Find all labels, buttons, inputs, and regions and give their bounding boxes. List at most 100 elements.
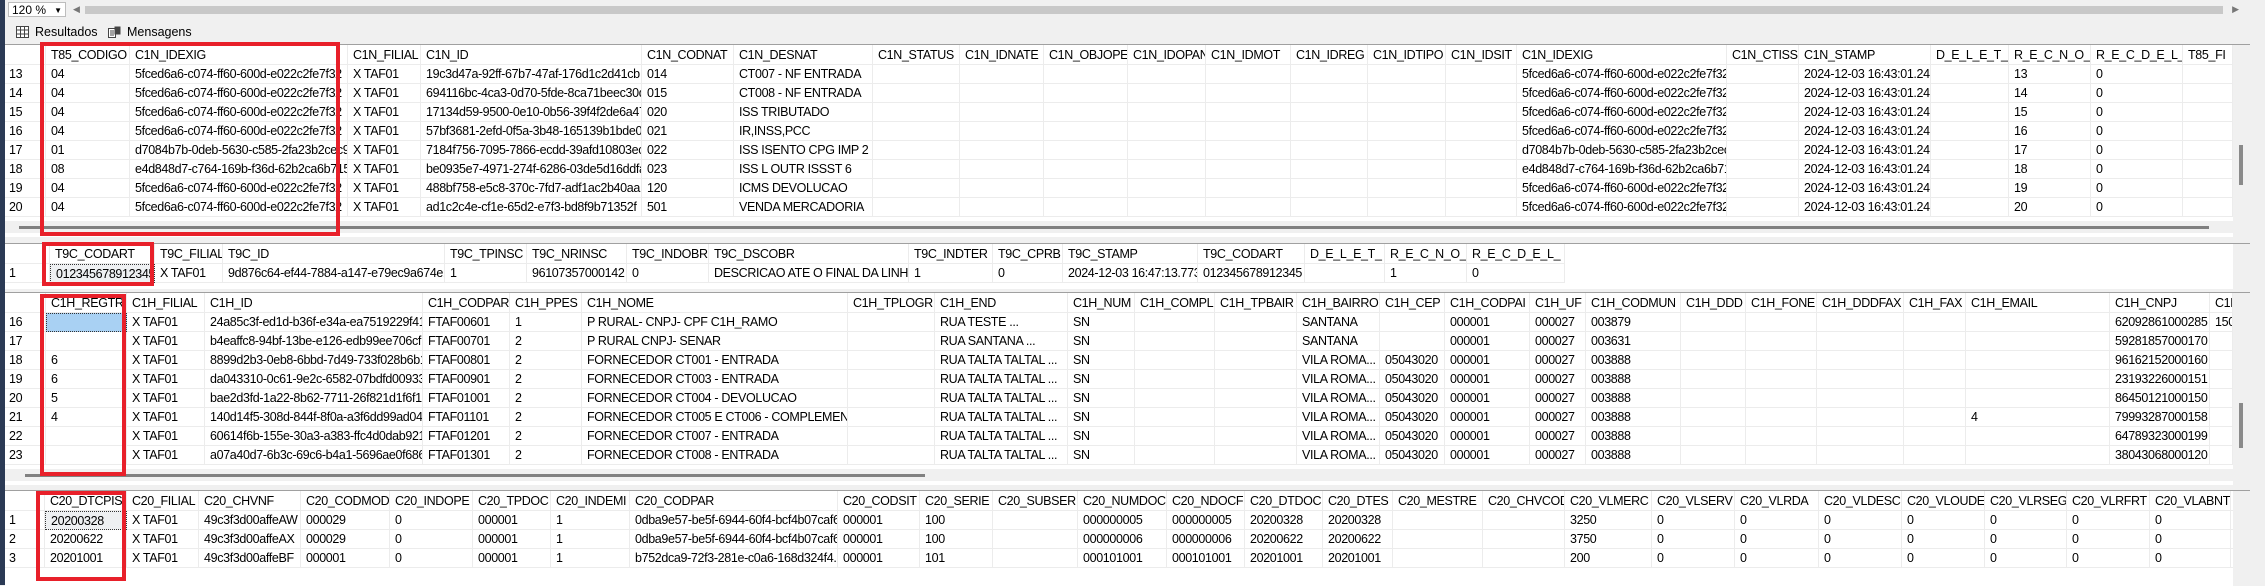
- table-cell[interactable]: [848, 389, 935, 408]
- table-cell[interactable]: 0: [1902, 549, 1985, 568]
- column-header[interactable]: C20_NUMDOC: [1078, 491, 1167, 511]
- table-cell[interactable]: 2024-12-03 16:43:01.240: [1799, 198, 1931, 217]
- table-cell[interactable]: 6: [46, 370, 127, 389]
- table-cell[interactable]: 14: [2009, 84, 2091, 103]
- table-cell[interactable]: [1206, 179, 1291, 198]
- table-cell[interactable]: 38043068000120: [2110, 446, 2210, 465]
- table-cell[interactable]: ICMS DEVOLUCAO: [734, 179, 873, 198]
- table-cell[interactable]: 24a85c3f-ed1d-b36f-e34a-ea7519229f41: [205, 313, 423, 332]
- table-cell[interactable]: X TAF01: [127, 446, 205, 465]
- table-cell[interactable]: 08: [46, 160, 130, 179]
- table-cell[interactable]: [1931, 141, 2009, 160]
- table-row[interactable]: 14 04 5fced6a6-c074-ff60-600d-e022c2fe7f32…: [5, 84, 2233, 103]
- table-row[interactable]: 21 4 X TAF01 140d14f5-308d-844f-8f0a-a3f6dd…: [5, 408, 2233, 427]
- table-cell[interactable]: 2: [510, 427, 582, 446]
- table-cell[interactable]: [1044, 160, 1128, 179]
- row-number[interactable]: 14: [5, 84, 46, 103]
- column-header[interactable]: C1H_COMPL: [1135, 293, 1215, 313]
- table-cell[interactable]: 003879: [1586, 313, 1681, 332]
- table-cell[interactable]: [1393, 511, 1483, 530]
- table-cell[interactable]: [1128, 198, 1206, 217]
- table-row[interactable]: 16 X TAF01 24a85c3f-ed1d-b36f-e34a-ea75192…: [5, 313, 2233, 332]
- table-cell[interactable]: 003888: [1586, 370, 1681, 389]
- table-cell[interactable]: [1206, 141, 1291, 160]
- table-cell[interactable]: [960, 141, 1044, 160]
- column-header[interactable]: C1H_BAIRRO: [1297, 293, 1380, 313]
- column-header[interactable]: T9C_ID: [223, 244, 445, 264]
- table-cell[interactable]: [1215, 332, 1297, 351]
- table-cell[interactable]: [1746, 408, 1817, 427]
- table-cell[interactable]: [1681, 313, 1746, 332]
- table-cell[interactable]: [1215, 313, 1297, 332]
- table-cell[interactable]: X TAF01: [127, 511, 199, 530]
- table-cell[interactable]: 5fced6a6-c074-ff60-600d-e022c2fe7f32: [130, 84, 348, 103]
- table-cell[interactable]: 000001: [1445, 408, 1530, 427]
- table-cell[interactable]: 000001: [1445, 313, 1530, 332]
- table-cell[interactable]: 0: [390, 511, 473, 530]
- table-cell[interactable]: 05043020: [1380, 370, 1445, 389]
- table-cell[interactable]: [46, 427, 127, 446]
- table-cell[interactable]: 0: [2067, 530, 2150, 549]
- tab-resultados[interactable]: Resultados: [11, 23, 101, 42]
- table-cell[interactable]: [960, 84, 1044, 103]
- table-cell[interactable]: [2210, 427, 2233, 446]
- table-cell[interactable]: 49c3f3d00affeAX: [199, 530, 301, 549]
- table-cell[interactable]: 04: [46, 65, 130, 84]
- column-header[interactable]: C1N_IDMOT: [1206, 45, 1291, 65]
- table-cell[interactable]: FTAF00901: [423, 370, 510, 389]
- column-header[interactable]: C1N_FILIAL: [348, 45, 421, 65]
- column-header[interactable]: C1N_IDEXIG: [1517, 45, 1727, 65]
- table-cell[interactable]: RUA TALTA TALTAL ...: [935, 446, 1068, 465]
- table-cell[interactable]: [46, 446, 127, 465]
- table-row[interactable]: 17 01 d7084b7b-0deb-5630-c585-2fa23b2cec91…: [5, 141, 2233, 160]
- table-cell[interactable]: [1291, 122, 1368, 141]
- table-cell[interactable]: [2210, 332, 2233, 351]
- table-cell[interactable]: [1817, 370, 1904, 389]
- table-cell[interactable]: 020: [642, 103, 734, 122]
- horizontal-scrollbar[interactable]: [5, 469, 2233, 481]
- corner-header[interactable]: [5, 45, 46, 65]
- table-cell[interactable]: X TAF01: [127, 408, 205, 427]
- column-header[interactable]: C20_VLSERV: [1652, 491, 1735, 511]
- table-cell[interactable]: 000001: [1445, 446, 1530, 465]
- table-cell[interactable]: 2: [510, 389, 582, 408]
- column-header[interactable]: C20_VLMERC: [1565, 491, 1652, 511]
- table-cell[interactable]: VILA ROMA...: [1297, 427, 1380, 446]
- table-cell[interactable]: [2183, 122, 2233, 141]
- table-row[interactable]: 16 04 5fced6a6-c074-ff60-600d-e022c2fe7f32…: [5, 122, 2233, 141]
- table-cell[interactable]: [1727, 103, 1799, 122]
- table-cell[interactable]: 000027: [1530, 351, 1586, 370]
- table-cell[interactable]: [1215, 427, 1297, 446]
- column-header[interactable]: T9C_NRINSC: [527, 244, 627, 264]
- column-header[interactable]: C1H_CNPJ: [2110, 293, 2210, 313]
- table-cell[interactable]: [2183, 65, 2233, 84]
- table-cell[interactable]: 021: [642, 122, 734, 141]
- vertical-scrollbar[interactable]: [2233, 45, 2250, 237]
- table-cell[interactable]: [1128, 122, 1206, 141]
- table-cell[interactable]: [2210, 389, 2233, 408]
- table-cell[interactable]: [2183, 198, 2233, 217]
- table-cell[interactable]: 9d876c64-ef44-7884-a147-e79ec9a674e1: [223, 264, 445, 283]
- table-cell[interactable]: 000000005: [1078, 511, 1167, 530]
- table-cell[interactable]: 5fced6a6-c074-ff60-600d-e022c2fe7f32: [130, 198, 348, 217]
- table-cell[interactable]: 0: [2091, 198, 2183, 217]
- table-cell[interactable]: 20201001: [45, 549, 127, 568]
- table-cell[interactable]: [1291, 84, 1368, 103]
- table-cell[interactable]: 15: [2009, 103, 2091, 122]
- table-cell[interactable]: RUA TESTE ...: [935, 313, 1068, 332]
- column-header[interactable]: R_E_C_N_O_: [1385, 244, 1467, 264]
- table-cell[interactable]: [1904, 332, 1966, 351]
- row-number[interactable]: 22: [5, 427, 46, 446]
- table-cell[interactable]: [960, 103, 1044, 122]
- table-cell[interactable]: da043310-0c61-9e2c-6582-07bdfd009332: [205, 370, 423, 389]
- table-cell[interactable]: [1727, 160, 1799, 179]
- table-cell[interactable]: [1044, 65, 1128, 84]
- table-cell[interactable]: 5fced6a6-c074-ff60-600d-e022c2fe7f32: [1517, 84, 1727, 103]
- vertical-scrollbar[interactable]: [2233, 293, 2250, 485]
- table-cell[interactable]: [1966, 370, 2110, 389]
- table-cell[interactable]: [1291, 160, 1368, 179]
- column-header[interactable]: C1H_DDDFAX: [1817, 293, 1904, 313]
- table-cell[interactable]: [1817, 408, 1904, 427]
- table-cell[interactable]: X TAF01: [348, 122, 421, 141]
- column-header[interactable]: R_E_C_N_O_: [2009, 45, 2091, 65]
